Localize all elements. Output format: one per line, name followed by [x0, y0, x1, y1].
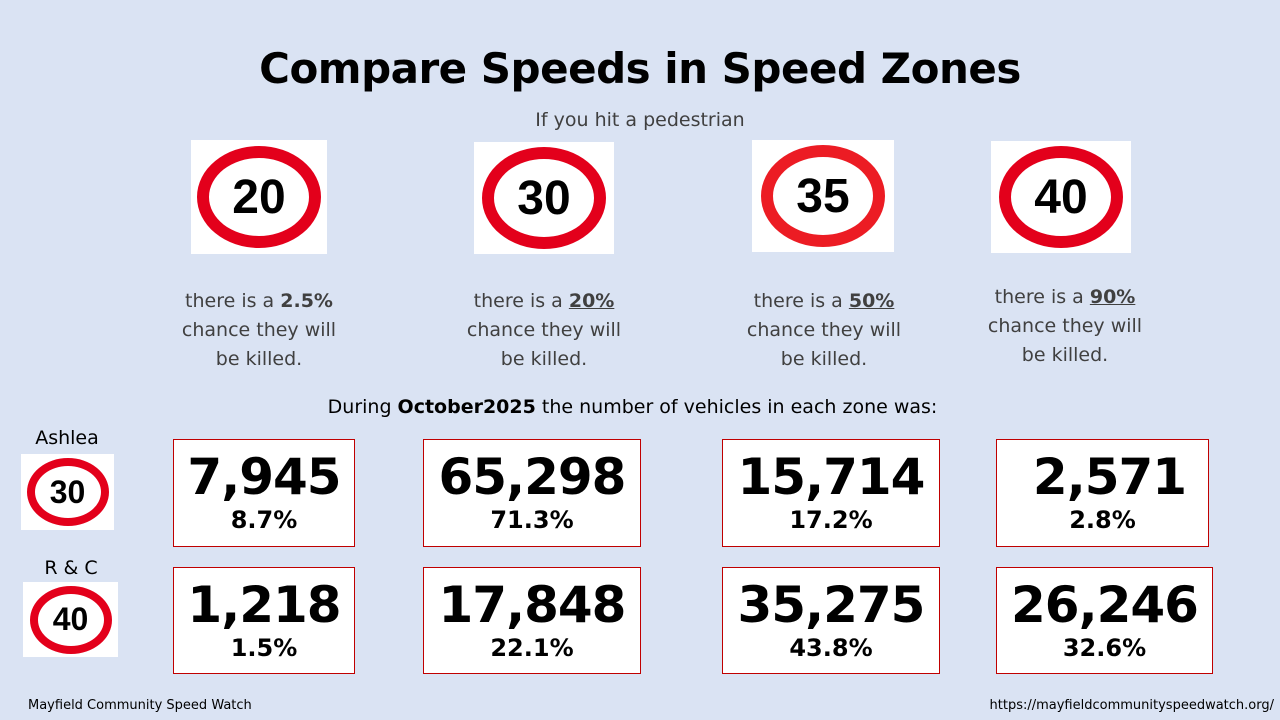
vehicle-percent: 32.6%	[1062, 634, 1147, 662]
vehicle-percent: 71.3%	[490, 506, 574, 534]
vehicle-count: 17,848	[438, 576, 627, 634]
footer-org-name: Mayfield Community Speed Watch	[28, 698, 252, 713]
chance-line: chance they will	[746, 319, 902, 341]
chance-line: chance they will	[466, 319, 622, 341]
row-label-r-and-c: R & C	[44, 557, 98, 579]
count-box: 2,571 2.8%	[996, 439, 1209, 547]
chance-text-30: there is a 20% chance they will be kille…	[424, 287, 664, 374]
vehicle-percent: 22.1%	[490, 634, 574, 662]
count-box: 26,246 32.6%	[996, 567, 1213, 674]
chance-percent: 2.5%	[280, 290, 333, 312]
row-sign-card: 40	[23, 582, 118, 657]
speed-limit-40-icon: 40	[29, 585, 112, 654]
row-label-ashlea: Ashlea	[35, 427, 99, 449]
during-suffix: the number of vehicles in each zone was:	[535, 396, 938, 418]
row-sign-card: 30	[21, 454, 114, 530]
count-box: 7,945 8.7%	[173, 439, 355, 547]
during-month: October2025	[397, 396, 536, 418]
vehicle-count: 35,275	[737, 576, 926, 634]
chance-prefix: there is a	[473, 290, 569, 312]
chance-line: be killed.	[1021, 344, 1109, 366]
footer-url-link[interactable]: https://mayfieldcommunityspeedwatch.org/	[989, 698, 1274, 713]
speed-limit-30-icon: 30	[482, 147, 606, 249]
vehicle-count: 1,218	[187, 576, 341, 634]
vehicle-percent: 2.8%	[1069, 506, 1136, 534]
chance-prefix: there is a	[753, 290, 849, 312]
speed-limit-30-icon: 30	[26, 458, 109, 526]
speed-sign-40-card: 40	[991, 141, 1131, 253]
vehicle-percent: 8.7%	[230, 506, 298, 534]
chance-percent: 90%	[1089, 286, 1136, 308]
speed-limit-20-icon: 20	[197, 146, 321, 248]
chance-percent: 20%	[568, 290, 615, 312]
chance-line: chance they will	[181, 319, 337, 341]
vehicle-percent: 17.2%	[789, 506, 873, 534]
vehicle-count: 65,298	[438, 448, 627, 506]
speed-sign-30-card: 30	[474, 142, 614, 254]
page-subtitle: If you hit a pedestrian	[535, 109, 745, 131]
speed-limit-40-icon: 40	[999, 146, 1123, 248]
chance-prefix: there is a	[994, 286, 1090, 308]
chance-text-40: there is a 90% chance they will be kille…	[945, 283, 1185, 370]
speed-sign-35-card: 35	[752, 140, 894, 252]
speed-limit-35-icon: 35	[761, 145, 885, 247]
speed-sign-20-card: 20	[191, 140, 327, 254]
during-caption: During October2025 the number of vehicle…	[0, 396, 1265, 418]
vehicle-percent: 43.8%	[789, 634, 873, 662]
chance-line: be killed.	[215, 348, 303, 370]
chance-text-20: there is a 2.5% chance they will be kill…	[139, 287, 379, 374]
page-title: Compare Speeds in Speed Zones	[259, 44, 1021, 93]
count-box: 35,275 43.8%	[722, 567, 940, 674]
count-box: 15,714 17.2%	[722, 439, 940, 547]
chance-percent: 50%	[848, 290, 895, 312]
vehicle-percent: 1.5%	[230, 634, 298, 662]
vehicle-count: 7,945	[187, 448, 341, 506]
chance-prefix: there is a	[185, 290, 281, 312]
count-box: 65,298 71.3%	[423, 439, 641, 547]
vehicle-count: 26,246	[1011, 576, 1199, 634]
count-box: 17,848 22.1%	[423, 567, 641, 674]
count-box: 1,218 1.5%	[173, 567, 355, 674]
chance-line: be killed.	[780, 348, 868, 370]
chance-line: be killed.	[500, 348, 588, 370]
chance-line: chance they will	[987, 315, 1143, 337]
during-prefix: During	[327, 396, 398, 418]
vehicle-count: 2,571	[1032, 448, 1187, 506]
chance-text-35: there is a 50% chance they will be kille…	[704, 287, 944, 374]
vehicle-count: 15,714	[737, 448, 926, 506]
